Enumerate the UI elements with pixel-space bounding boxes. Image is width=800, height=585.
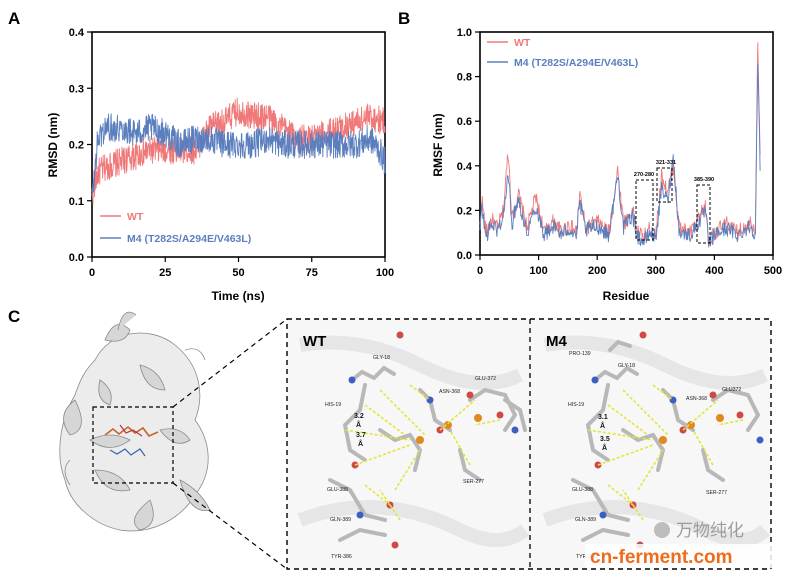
wt-res-glu372: GLU-372 — [475, 376, 496, 382]
wt-res-asn368: ASN-368 — [439, 389, 460, 395]
legend-a-wt-label: WT — [127, 211, 144, 223]
watermark-brand-bg — [585, 544, 773, 568]
chart-a-ytick-label: 0.3 — [69, 83, 84, 95]
watermark-chinese: 万物纯化 — [676, 521, 744, 540]
chart-a-xtick-label: 100 — [376, 267, 394, 279]
annot-label-321-331: 321-331 — [656, 160, 676, 166]
m4-dist-1-unit: Å — [600, 421, 605, 430]
chart-b-ytick-label: 0.4 — [457, 161, 473, 173]
watermark: 万物纯化 cn-ferment.com — [585, 521, 773, 568]
legend-a-m4-label: M4 (T282S/A294E/V463L) — [127, 233, 251, 245]
chart-b-ytick-label: 0.2 — [457, 205, 472, 217]
chart-a-ytick-label: 0.1 — [69, 196, 84, 208]
wt-structure-label: WT — [303, 333, 326, 350]
chart-a-ytick-label: 0.0 — [69, 252, 84, 264]
chart-a-xtick-label: 0 — [89, 267, 95, 279]
wt-dist-2: 3.7 — [356, 432, 366, 439]
panel-c-letter: C — [8, 307, 20, 326]
chart-a-ylabel: RMSD (nm) — [46, 113, 60, 178]
m4-structure — [542, 331, 770, 549]
wt-res-ser277: SER-277 — [463, 479, 484, 485]
chart-b-ylabel: RMSF (nm) — [431, 113, 445, 176]
chart-b-xlabel: Residue — [603, 289, 650, 303]
panel-a-letter: A — [8, 9, 20, 28]
wt-dist-1-unit: Å — [356, 420, 361, 429]
chart-b-xtick-label: 500 — [764, 265, 782, 277]
panel-b-letter: B — [398, 9, 410, 28]
wt-res-gly18: GLY-18 — [373, 355, 390, 361]
m4-res-his19: HIS-19 — [568, 402, 584, 408]
chart-b-xtick-label: 0 — [477, 265, 483, 277]
legend-b-wt-label: WT — [514, 37, 531, 49]
chart-b-frame — [479, 31, 774, 256]
m4-dist-2-unit: Å — [602, 443, 607, 452]
chart-a-ytick-label: 0.4 — [69, 27, 85, 39]
chart-a-xtick-label: 75 — [306, 267, 318, 279]
legend-b-m4-label: M4 (T282S/A294E/V463L) — [514, 57, 638, 69]
chart-a-xtick-label: 50 — [232, 267, 244, 279]
m4-res-glu372: GLU372 — [722, 387, 741, 393]
annot-box-270-280 — [635, 179, 654, 241]
wt-res-his19: HIS-19 — [325, 402, 341, 408]
chart-a: 0 25 50 75 100 0.0 0.1 0.2 0.3 0.4 Time (ns) RMSD… — [46, 27, 394, 303]
m4-res-pro139: PRO-139 — [569, 351, 591, 357]
m4-res-gly18: GLY-18 — [618, 363, 635, 369]
zoom-line-bottom — [172, 482, 288, 570]
wt-res-glu388: GLU-388 — [327, 487, 348, 493]
m4-res-asn368: ASN-368 — [686, 396, 707, 402]
chart-b-ytick-label: 0.8 — [457, 72, 472, 84]
annot-label-270-280: 270-280 — [634, 172, 654, 178]
chart-b-ytick-label: 0.6 — [457, 116, 472, 128]
wt-res-gln389: GLN-389 — [330, 517, 351, 523]
m4-structure-label: M4 — [546, 333, 567, 350]
annot-label-385-390: 385-390 — [694, 177, 714, 183]
chart-b: 0 100 200 300 400 500 0.0 0.2 0.4 0.6 0.8 1.0 Resid… — [431, 27, 782, 303]
wt-dist-1: 3.2 — [354, 413, 364, 420]
chart-b-series-m4 — [479, 63, 761, 247]
chart-b-xtick-label: 300 — [647, 265, 665, 277]
chart-a-xtick-label: 25 — [159, 267, 171, 279]
chart-b-xtick-label: 200 — [588, 265, 606, 277]
chart-b-ytick-label: 0.0 — [457, 250, 472, 262]
chart-b-ytick-label: 1.0 — [457, 27, 472, 39]
zoom-region-box — [92, 406, 174, 484]
chart-b-xtick-label: 100 — [529, 265, 547, 277]
watermark-brand: cn-ferment.com — [590, 547, 733, 568]
chart-a-xlabel: Time (ns) — [211, 289, 264, 303]
chart-a-ytick-label: 0.2 — [69, 140, 84, 152]
wechat-icon — [654, 522, 670, 538]
m4-dist-1: 3.1 — [598, 414, 608, 421]
m4-res-gln389: GLN-389 — [575, 517, 596, 523]
protein-overview — [59, 311, 211, 532]
active-site-ligands — [104, 424, 159, 457]
zoom-line-top — [172, 318, 288, 408]
chart-b-xtick-label: 400 — [705, 265, 723, 277]
wt-structure — [297, 331, 530, 549]
wt-dist-2-unit: Å — [358, 439, 363, 448]
m4-res-ser277: SER-277 — [706, 490, 727, 496]
annot-box-385-390 — [696, 184, 711, 244]
wt-res-tyr386: TYR-386 — [331, 554, 352, 560]
m4-dist-2: 3.5 — [600, 436, 610, 443]
annot-box-321-331 — [656, 167, 673, 203]
m4-res-glu388: GLU-388 — [572, 487, 593, 493]
chart-a-series-m4 — [91, 113, 386, 197]
